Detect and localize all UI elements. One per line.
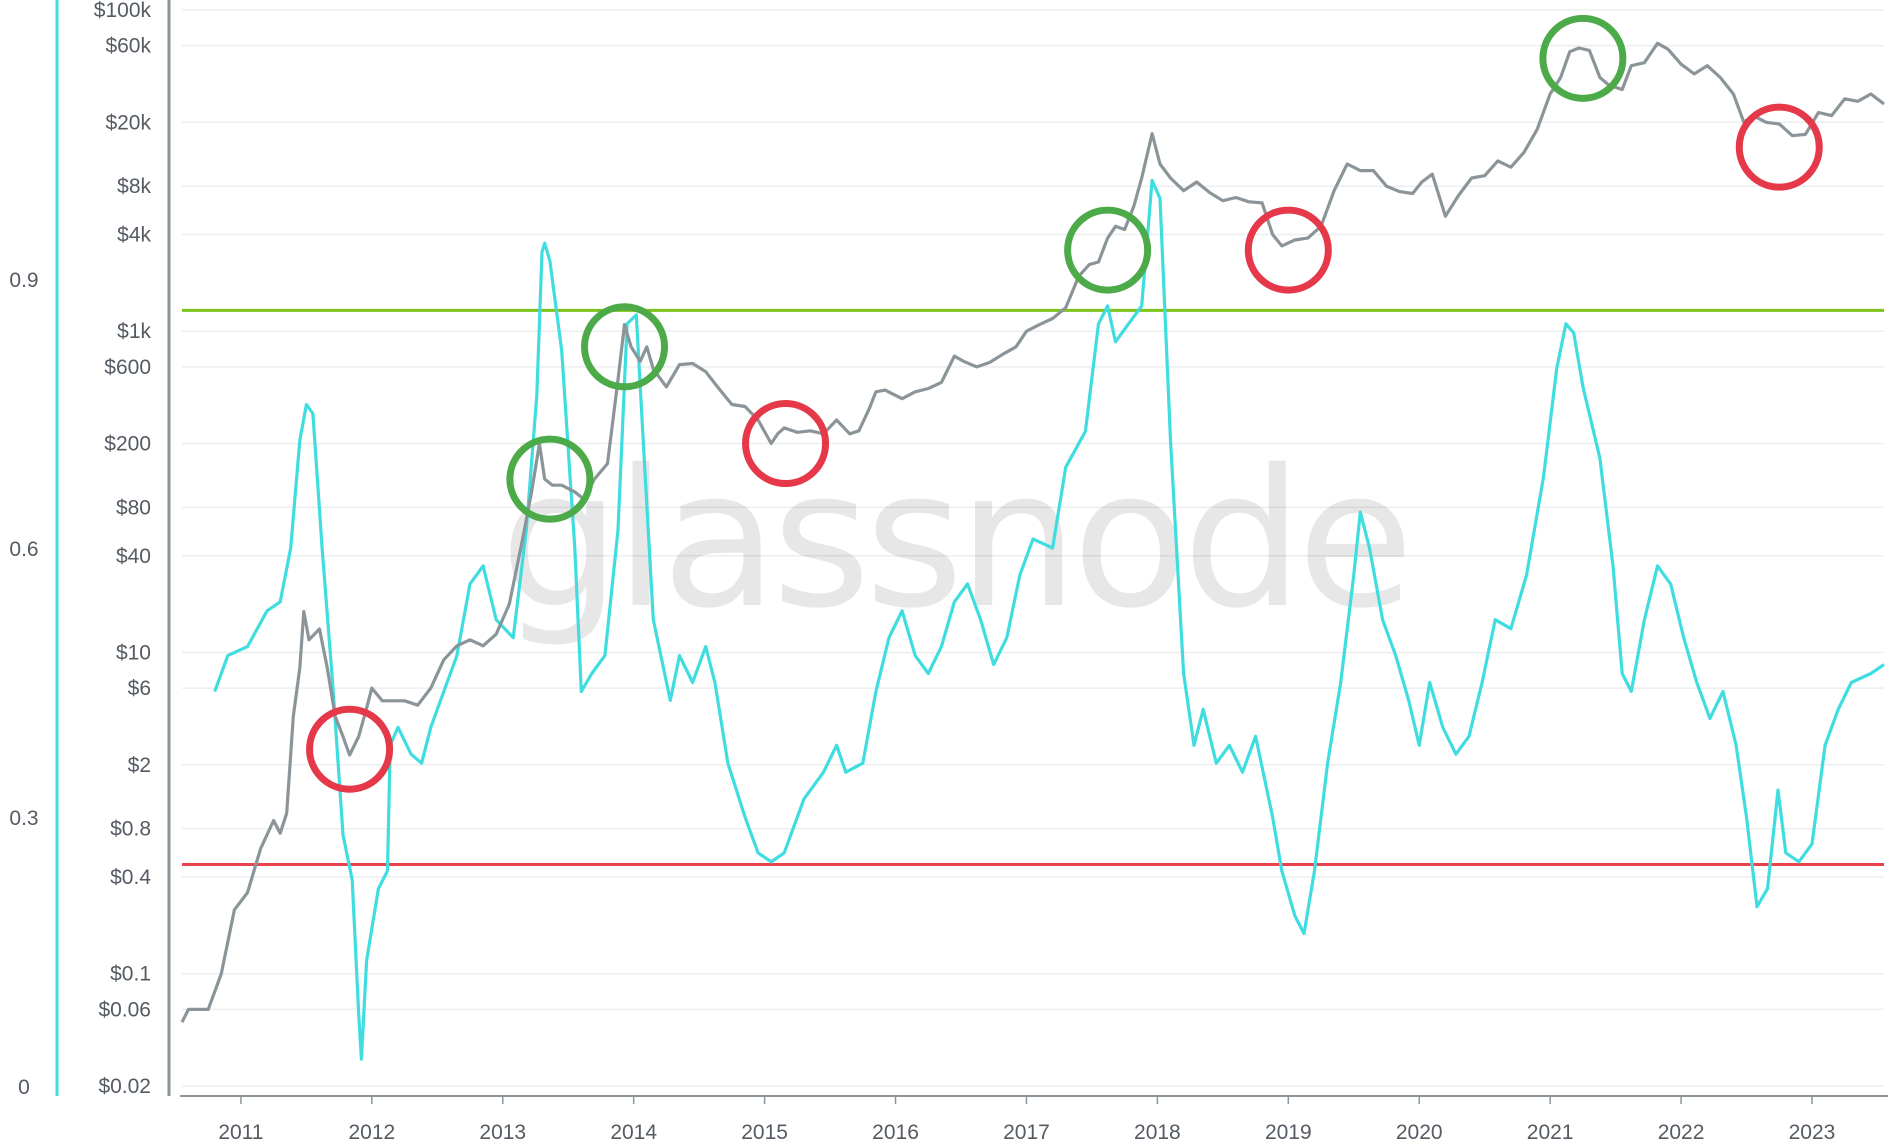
annotation-circle <box>1064 206 1152 294</box>
x-tick-label: 2017 <box>1003 1121 1050 1144</box>
series-group <box>180 41 1885 1061</box>
x-tick-label: 2019 <box>1265 1121 1312 1144</box>
y-right-tick-label: $0.06 <box>98 998 151 1021</box>
y-right-tick-label: $20k <box>105 111 151 134</box>
x-tick-label: 2015 <box>741 1121 788 1144</box>
y-right-tick-label: $0.4 <box>110 866 151 889</box>
y-left-tick-label: 0.6 <box>9 538 38 561</box>
annotation-circle <box>1735 103 1823 191</box>
y-right-tick-label: $600 <box>104 356 151 379</box>
x-tick-label: 2012 <box>348 1121 395 1144</box>
x-tick-label: 2023 <box>1789 1121 1836 1144</box>
x-tick-label: 2014 <box>610 1121 657 1144</box>
y-right-tick-label: $40 <box>116 545 151 568</box>
series-line-right <box>180 41 1885 1023</box>
y-right-tick-label: $60k <box>105 35 151 58</box>
series-line-left <box>213 178 1885 1061</box>
x-tick-label: 2016 <box>872 1121 919 1144</box>
y-right-tick-label: $8k <box>117 175 151 198</box>
annotation-circle <box>742 400 830 488</box>
y-right-tick-label: $0.8 <box>110 818 151 841</box>
grid-lines <box>182 9 1884 1087</box>
x-tick-label: 2011 <box>218 1121 263 1144</box>
y-right-tick-label: $10 <box>116 641 151 664</box>
y-right-tick-label: $4k <box>117 224 151 247</box>
y-right-tick-label: $200 <box>104 433 151 456</box>
annotation-circle <box>306 705 394 793</box>
x-tick-label: 2021 <box>1527 1121 1574 1144</box>
y-left-ticks: 0 0.3 0.6 0.9 <box>9 269 38 1099</box>
y-left-tick-label: 0.9 <box>9 269 38 292</box>
x-tick-label: 2013 <box>479 1121 526 1144</box>
watermark: glassnode <box>500 429 1408 650</box>
annotation-circles <box>306 14 1823 793</box>
y-right-tick-label: $2 <box>128 754 151 777</box>
y-right-tick-label: $1k <box>117 320 151 343</box>
x-tick-label: 2022 <box>1658 1121 1705 1144</box>
y-right-tick-label: $0.1 <box>110 963 151 986</box>
annotation-circle <box>506 435 594 523</box>
annotation-circle <box>1539 14 1627 102</box>
y-right-tick-label: $6 <box>128 677 151 700</box>
y-right-tick-label: $0.02 <box>98 1075 151 1098</box>
threshold-lines <box>182 308 1884 867</box>
x-tick-label: 2018 <box>1134 1121 1181 1144</box>
y-left-tick-label: 0 <box>18 1076 30 1099</box>
y-right-tick-label: $80 <box>116 496 151 519</box>
y-right-ticks: $0.02 $0.06 $0.1 $0.4 $0.8 $2 $6 $10 $40 $80 $200 $… <box>94 0 152 1098</box>
annotation-circle <box>581 303 669 391</box>
y-left-tick-label: 0.3 <box>9 807 38 830</box>
x-ticks: 2011 2012 2013 2014 2015 2016 2017 2018 2019 2020… <box>218 1096 1835 1144</box>
x-tick-label: 2020 <box>1396 1121 1443 1144</box>
y-right-tick-label: $100k <box>94 0 152 22</box>
annotation-circle <box>1244 206 1332 294</box>
